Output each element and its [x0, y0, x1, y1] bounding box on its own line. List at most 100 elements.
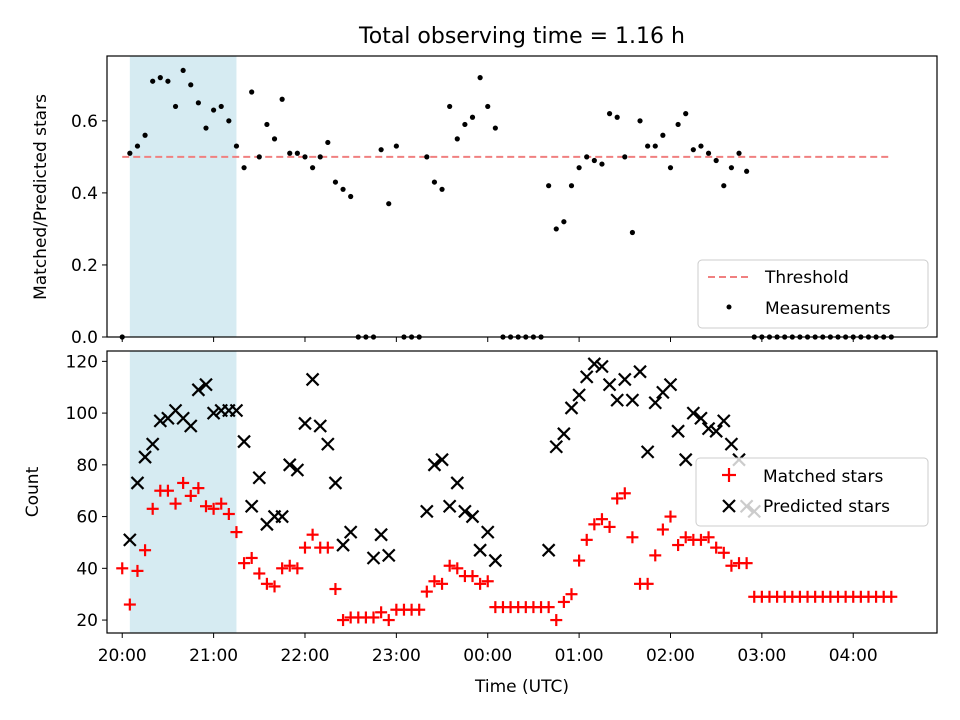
- bottom-panel: 20 40 60 80 100 120 20:00 21:00 22:00 23:00 00:00…: [23, 350, 938, 697]
- measurement-point: [127, 150, 133, 156]
- predicted-star-point: [595, 359, 609, 374]
- predicted-star-point: [648, 395, 663, 410]
- measurement-point: [705, 150, 712, 156]
- measurements-series: [119, 67, 894, 340]
- top-y-label: Matched/Predicted stars: [31, 94, 51, 300]
- measurement-point: [447, 103, 453, 110]
- measurement-point: [287, 150, 293, 156]
- predicted-star-point: [480, 525, 495, 539]
- bottom-y-tick-label: 80: [76, 456, 98, 476]
- top-y-tick-label: 0.0: [71, 328, 98, 348]
- measurement-point: [584, 154, 590, 160]
- measurement-point: [599, 161, 605, 167]
- matched-star-point: [123, 598, 136, 611]
- predicted-star-point: [473, 543, 487, 557]
- predicted-star-point: [328, 476, 343, 490]
- matched-star-point: [885, 590, 898, 603]
- bottom-y-axis: 20 40 60 80 100 120: [66, 352, 107, 631]
- measurement-point: [675, 121, 681, 128]
- measurement-point: [439, 186, 445, 192]
- measurement-point: [477, 75, 483, 81]
- matched-star-point: [611, 492, 624, 505]
- top-legend: Threshold Measurements: [697, 259, 929, 329]
- matched-star-point: [474, 577, 487, 590]
- predicted-star-point: [199, 377, 213, 392]
- measurement-point: [645, 143, 651, 149]
- predicted-star-point: [678, 452, 693, 467]
- matched-star-point: [306, 528, 319, 541]
- bottom-x-tick-label: 23:00: [372, 646, 421, 666]
- predicted-star-point: [709, 424, 723, 438]
- matched-star-point: [116, 562, 129, 575]
- bottom-y-tick-label: 60: [76, 508, 98, 528]
- matched-star-point: [542, 601, 555, 614]
- bottom-y-tick-label: 40: [76, 559, 98, 579]
- measurement-point: [309, 165, 316, 171]
- measurement-point: [134, 143, 141, 149]
- measurement-point: [454, 136, 460, 142]
- measurement-point: [424, 154, 430, 160]
- measurement-point: [172, 103, 179, 110]
- measurement-point: [622, 154, 628, 160]
- top-y-tick-label: 0.6: [71, 112, 98, 132]
- top-y-tick-label: 0.2: [71, 256, 98, 276]
- predicted-star-point: [564, 401, 579, 415]
- matched-star-point: [603, 520, 616, 533]
- predicted-star-point: [686, 406, 701, 420]
- matched-star-point: [710, 541, 723, 554]
- predicted-star-point: [244, 499, 259, 514]
- measurement-point: [591, 157, 597, 164]
- matched-star-point: [382, 614, 395, 627]
- top-y-tick-label: 0.4: [71, 184, 98, 204]
- measurement-point: [690, 147, 696, 153]
- matched-star-point: [573, 554, 586, 567]
- predicted-star-point: [123, 533, 137, 547]
- predicted-star-point: [435, 452, 449, 467]
- measurement-point: [150, 78, 156, 84]
- predicted-star-point: [252, 470, 267, 485]
- measurement-point: [195, 100, 201, 106]
- measurement-point: [606, 111, 613, 117]
- predicted-star-point: [366, 551, 381, 565]
- matched-star-point: [207, 502, 220, 515]
- legend-predicted-label: Predicted stars: [763, 497, 890, 517]
- matched-star-point: [192, 482, 205, 495]
- matched-star-point: [664, 510, 677, 523]
- predicted-star-point: [618, 372, 632, 387]
- legend-predicted-swatch: [722, 499, 736, 513]
- bottom-y-tick-label: 120: [66, 352, 98, 372]
- matched-star-point: [420, 585, 433, 598]
- top-y-axis: 0.0 0.2 0.4 0.6: [71, 112, 107, 348]
- measurement-point: [721, 183, 727, 189]
- predicted-star-point: [587, 357, 602, 371]
- bottom-y-label: Count: [23, 466, 43, 517]
- measurement-point: [180, 67, 186, 74]
- top-shaded-interval: [129, 56, 237, 337]
- predicted-star-point: [488, 553, 503, 568]
- matched-star-point: [565, 588, 578, 601]
- bottom-axes-frame: [106, 350, 938, 634]
- measurement-point: [279, 96, 285, 102]
- matched-star-point: [626, 531, 639, 544]
- predicted-star-point: [701, 421, 716, 436]
- measurement-point: [264, 121, 270, 128]
- measurement-point: [698, 143, 704, 149]
- matched-stars-series: [116, 476, 898, 627]
- matched-star-point: [717, 546, 730, 559]
- matched-star-point: [222, 507, 235, 520]
- matched-star-point: [618, 487, 631, 500]
- bottom-x-tick-label: 20:00: [98, 646, 147, 666]
- legend-measurements-swatch: [726, 304, 732, 310]
- matched-star-point: [268, 580, 281, 593]
- measurement-point: [736, 150, 742, 156]
- measurement-point: [576, 165, 582, 171]
- predicted-star-point: [625, 393, 640, 407]
- matched-star-point: [238, 557, 251, 570]
- measurement-point: [492, 125, 498, 131]
- predicted-star-point: [130, 476, 145, 490]
- predicted-star-point: [663, 377, 678, 392]
- matched-star-point: [375, 606, 388, 619]
- matched-star-point: [580, 533, 593, 546]
- matched-star-point: [672, 539, 685, 552]
